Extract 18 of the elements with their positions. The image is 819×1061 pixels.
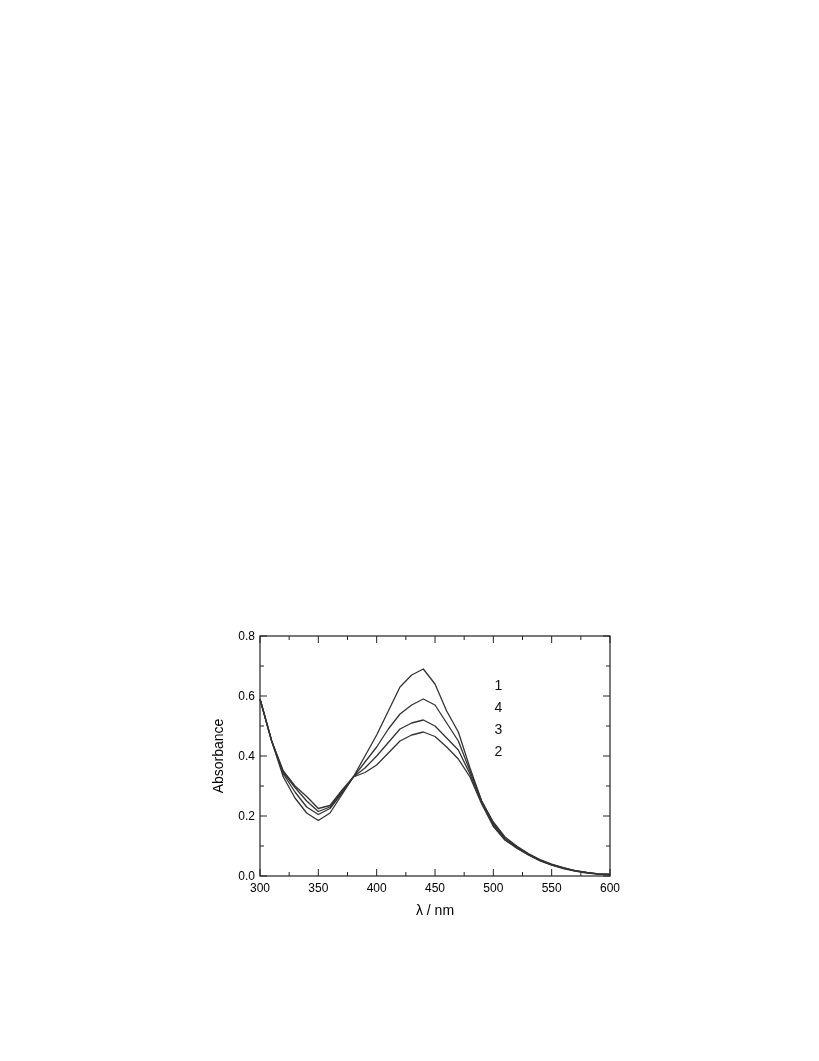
y-tick-label: 0.2 [238, 809, 256, 823]
y-tick-label: 0.0 [238, 869, 256, 883]
x-tick-label: 600 [599, 881, 621, 895]
y-tick-label: 0.4 [238, 749, 256, 763]
y-axis-title: Absorbance [210, 718, 226, 794]
x-axis-title: λ / nm [415, 902, 455, 918]
y-tick-label: 0.8 [238, 629, 256, 643]
annotation: 1 [494, 677, 503, 693]
y-tick-label: 0.6 [238, 689, 256, 703]
x-tick-label: 300 [249, 881, 271, 895]
annotation: 3 [494, 721, 503, 737]
x-tick-label: 500 [483, 881, 504, 895]
x-tick-label: 550 [541, 881, 562, 895]
x-tick-label: 450 [424, 881, 446, 895]
annotation: 4 [494, 699, 503, 715]
x-tick-label: 350 [308, 881, 329, 895]
x-tick-label: 400 [366, 881, 387, 895]
annotation: 2 [494, 743, 503, 759]
